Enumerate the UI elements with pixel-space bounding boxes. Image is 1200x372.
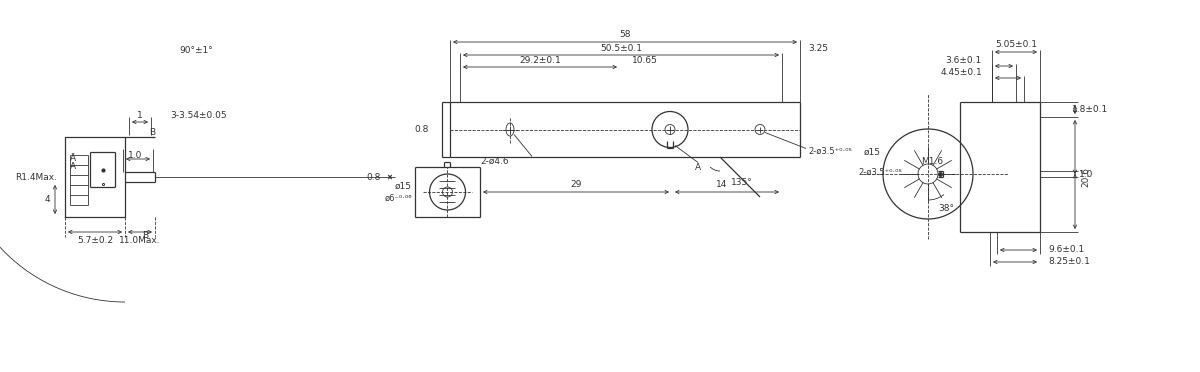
Text: ø6⁻⁰·⁰⁶: ø6⁻⁰·⁰⁶ [384,193,412,202]
Text: M1.6: M1.6 [920,157,943,166]
Text: 1.0: 1.0 [128,151,142,160]
Text: 1: 1 [137,110,143,119]
Text: 4.45±0.1: 4.45±0.1 [941,67,982,77]
Text: 1.0: 1.0 [1079,170,1093,179]
Text: ø15: ø15 [864,148,881,157]
Text: B: B [149,128,155,137]
Text: 29: 29 [570,180,582,189]
Text: 1.8±0.1: 1.8±0.1 [1072,105,1108,113]
Text: 3.6±0.1: 3.6±0.1 [946,55,982,64]
Text: 9.6±0.1: 9.6±0.1 [1048,246,1085,254]
Text: 4: 4 [44,195,50,204]
Text: A: A [695,163,701,172]
Text: B̄: B̄ [142,231,148,240]
Text: 3.25: 3.25 [808,44,828,52]
Text: 11.0Max.: 11.0Max. [119,235,161,244]
Text: 135°: 135° [731,177,752,186]
Text: 3-3.54±0.05: 3-3.54±0.05 [170,110,227,119]
Text: A: A [70,161,76,170]
Text: 5.7±0.2: 5.7±0.2 [77,235,113,244]
Text: 8.25±0.1: 8.25±0.1 [1048,257,1090,266]
Text: 2-ø3.5⁺⁰·⁰⁵: 2-ø3.5⁺⁰·⁰⁵ [808,147,852,156]
Text: 29.2±0.1: 29.2±0.1 [520,55,560,64]
Text: 14: 14 [716,180,727,189]
Text: 5.05±0.1: 5.05±0.1 [995,39,1037,48]
Text: 0.8: 0.8 [415,125,430,134]
Text: 2-ø4.6: 2-ø4.6 [481,157,509,166]
Text: 38°: 38° [938,203,954,212]
Text: 58: 58 [619,29,631,38]
Text: 0.8: 0.8 [367,173,382,182]
Text: R1.4Max.: R1.4Max. [16,173,58,182]
Text: 20.6: 20.6 [1081,167,1091,187]
Text: 2-ø3.5⁺⁰·⁰⁵: 2-ø3.5⁺⁰·⁰⁵ [858,167,902,176]
Text: 90°±1°: 90°±1° [180,46,214,55]
Text: 10.65: 10.65 [632,55,658,64]
Text: ø15: ø15 [395,182,412,190]
Text: 50.5±0.1: 50.5±0.1 [600,44,642,52]
Text: Ā: Ā [70,154,76,163]
